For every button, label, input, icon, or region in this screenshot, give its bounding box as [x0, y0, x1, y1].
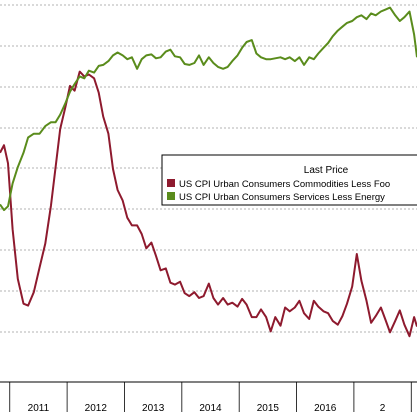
x-tick-label: 2012	[85, 403, 108, 414]
legend-swatch-commodities	[167, 179, 175, 187]
x-tick-label: 2016	[314, 403, 337, 414]
x-tick-label: 2013	[142, 403, 165, 414]
legend-entry-services: US CPI Urban Consumers Services Less Ene…	[179, 192, 385, 203]
legend-entry-commodities: US CPI Urban Consumers Commodities Less …	[179, 179, 390, 190]
x-tick-label: 2014	[199, 403, 222, 414]
series-layer	[0, 6, 417, 338]
x-tick-label: 2011	[28, 403, 50, 414]
x-tick-label: 2015	[257, 403, 280, 414]
legend-swatch-services	[167, 192, 175, 200]
legend-box	[161, 154, 417, 206]
x-tick-label: 2	[380, 403, 386, 414]
legend: Last Price US CPI Urban Consumers Commod…	[161, 154, 417, 206]
series-services-line	[0, 6, 417, 212]
x-axis-ticks: 2011 2012 2013 2014 2015 2016 2	[9, 382, 412, 414]
legend-title: Last Price	[304, 165, 349, 176]
